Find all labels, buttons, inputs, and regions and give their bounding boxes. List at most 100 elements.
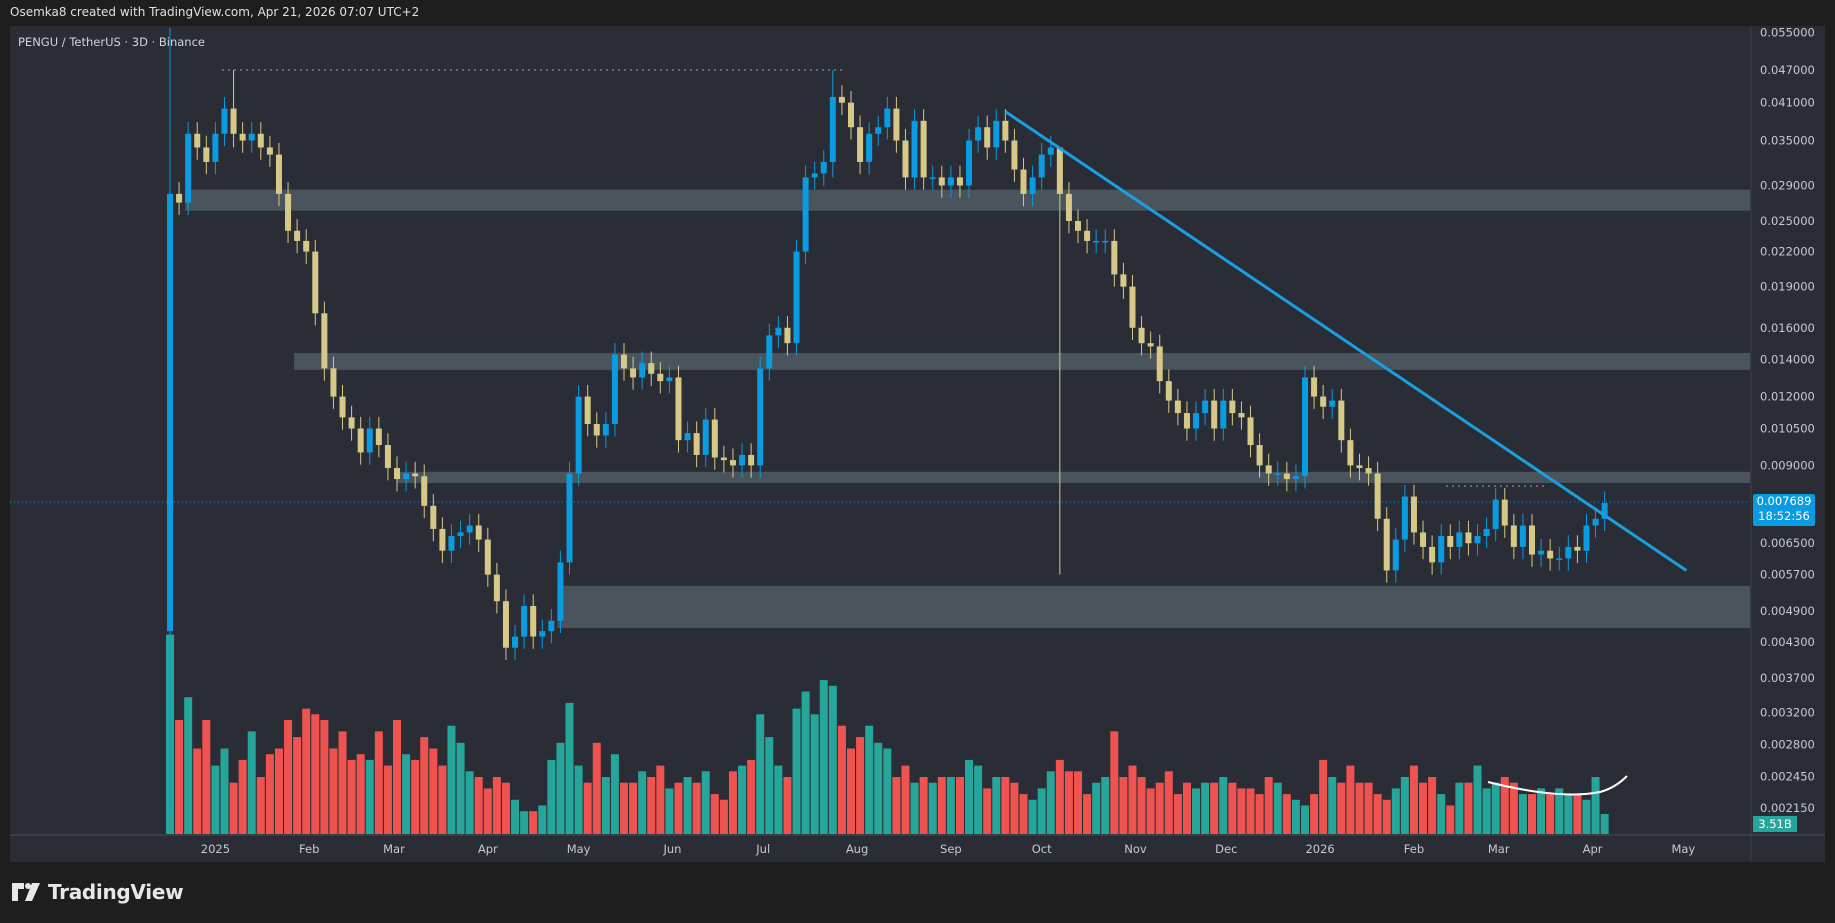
volume-bar: [1582, 799, 1591, 834]
candle: [711, 419, 718, 458]
candle: [1456, 532, 1463, 547]
candle: [1283, 473, 1290, 480]
volume-bar: [837, 725, 846, 834]
time-tick-label: Feb: [1404, 842, 1424, 856]
volume-bar: [302, 708, 311, 834]
volume-bar: [1092, 782, 1101, 834]
volume-bar: [955, 777, 964, 834]
candle: [1565, 546, 1572, 559]
volume-bar: [447, 725, 456, 834]
volume-bar: [265, 754, 274, 834]
volume-bar: [747, 759, 756, 834]
candle: [457, 532, 464, 536]
candle: [1365, 468, 1372, 474]
volume-bar: [892, 777, 901, 834]
volume-bar: [1364, 782, 1373, 834]
chart-pane[interactable]: [10, 26, 1750, 862]
downtrend-line[interactable]: [1004, 110, 1688, 572]
candle: [167, 193, 173, 632]
candle: [493, 574, 500, 602]
price-axis[interactable]: [1752, 26, 1825, 862]
candle: [1510, 525, 1517, 547]
volume-bar: [656, 765, 665, 834]
candle: [539, 631, 546, 637]
candle: [185, 133, 192, 203]
volume-bar: [1083, 794, 1092, 834]
price-tick-label: 0.002800: [1760, 738, 1815, 752]
candle: [602, 423, 609, 436]
volume-bar: [1382, 799, 1391, 834]
volume-bar: [856, 737, 865, 834]
volume-bar: [529, 811, 538, 834]
candle: [1229, 400, 1236, 414]
candle: [630, 368, 637, 378]
time-tick-label: Apr: [478, 842, 498, 856]
volume-bar: [665, 788, 674, 834]
candle: [384, 445, 391, 469]
candle: [203, 147, 210, 162]
volume-bar: [574, 765, 583, 834]
candle: [1592, 518, 1599, 526]
price-tick-label: 0.055000: [1760, 25, 1815, 39]
volume-bar: [810, 714, 819, 834]
volume-bar: [1600, 813, 1609, 834]
volume-bar: [202, 720, 211, 834]
volume-bar: [992, 777, 1001, 834]
candle: [1538, 550, 1545, 555]
volume-bar: [1518, 794, 1527, 834]
volume-bar: [1074, 771, 1082, 834]
time-tick-label: Oct: [1032, 842, 1052, 856]
time-tick-label: 2025: [201, 842, 230, 856]
candle: [1547, 550, 1554, 559]
volume-bar: [1019, 794, 1028, 834]
candle: [557, 562, 564, 621]
candle: [1093, 240, 1100, 243]
volume-bar: [719, 799, 728, 834]
volume-bar: [1373, 794, 1382, 834]
candle: [548, 620, 555, 632]
symbol-title[interactable]: PENGU / TetherUS · 3D · Binance: [18, 35, 205, 49]
time-tick-label: Apr: [1583, 842, 1603, 856]
time-tick-label: Mar: [1488, 842, 1510, 856]
candle: [1320, 396, 1327, 407]
volume-bar: [965, 759, 974, 834]
time-tick-label: Nov: [1124, 842, 1147, 856]
volume-bar: [1573, 794, 1582, 834]
volume-bar: [420, 737, 429, 834]
volume-bar: [1291, 799, 1300, 834]
candle: [1292, 476, 1299, 480]
candle: [1383, 518, 1390, 571]
candle: [838, 96, 845, 103]
last-price-label: 0.007689 18:52:56: [1753, 494, 1815, 526]
volume-bar: [1228, 782, 1237, 834]
price-tick-label: 0.002450: [1760, 770, 1815, 784]
volume-bar: [1355, 782, 1364, 834]
price-tick-label: 0.004300: [1760, 635, 1815, 649]
candle: [566, 473, 573, 563]
tradingview-logo[interactable]: TradingView: [12, 880, 184, 904]
volume-bar: [1428, 777, 1437, 834]
volume-curve-drawing[interactable]: [1487, 775, 1628, 796]
candle: [1529, 525, 1535, 555]
candle: [1483, 528, 1490, 536]
volume-bar: [783, 777, 792, 834]
volume-bar: [946, 777, 955, 834]
volume-bar: [1391, 788, 1400, 834]
volume-bar: [1419, 782, 1428, 834]
volume-bar: [1310, 794, 1319, 834]
candle: [1401, 496, 1408, 540]
support-resistance-zone: [185, 189, 1751, 211]
volume-bar: [765, 737, 774, 834]
candle: [1165, 381, 1172, 401]
time-tick-label: Jul: [755, 842, 770, 856]
candle: [366, 428, 373, 453]
volume-bar: [429, 748, 438, 834]
candle: [1429, 546, 1436, 563]
candle: [521, 605, 528, 637]
candle: [1065, 193, 1072, 222]
price-tick-label: 0.005700: [1760, 568, 1815, 582]
candle: [466, 525, 473, 533]
volume-bar: [1500, 777, 1509, 834]
candle: [430, 505, 437, 529]
